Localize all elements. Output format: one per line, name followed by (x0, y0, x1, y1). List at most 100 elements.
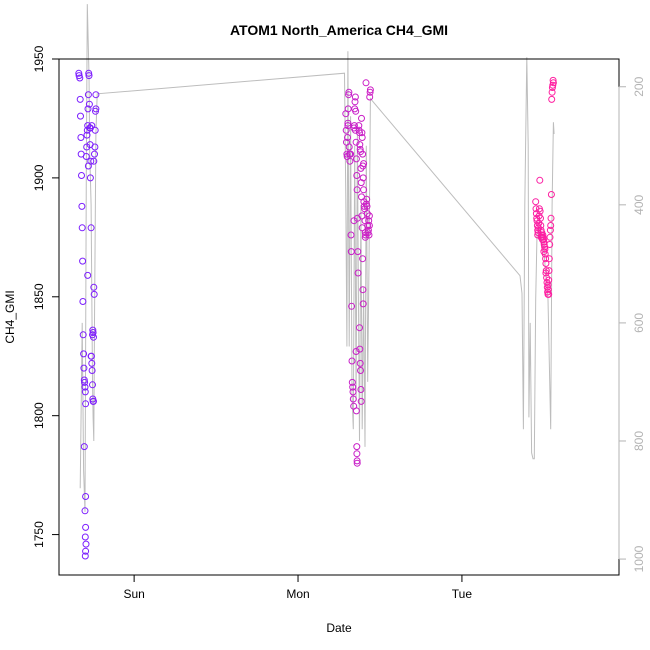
data-point (363, 195, 371, 203)
y-tick-label: 1900 (32, 164, 46, 191)
y2-tick-label: 600 (632, 313, 646, 333)
data-point (351, 126, 359, 134)
data-point (356, 359, 364, 367)
data-point (346, 157, 354, 165)
y2-tick-label: 400 (632, 194, 646, 214)
data-point (349, 383, 357, 391)
data-point (84, 271, 92, 279)
data-point (351, 93, 359, 101)
data-point (81, 378, 89, 386)
y2-tick-label: 800 (632, 431, 646, 451)
data-point (80, 350, 88, 358)
data-point (355, 122, 363, 130)
data-point (80, 443, 88, 451)
data-point (352, 407, 360, 415)
data-point (353, 459, 361, 467)
x-tick-label: Sun (123, 587, 144, 601)
data-point (359, 286, 367, 294)
data-point (345, 88, 353, 96)
data-point (85, 72, 93, 80)
data-point (81, 388, 89, 396)
data-point (549, 79, 557, 87)
data-point (82, 547, 90, 555)
data-point (544, 281, 552, 289)
data-point (539, 231, 547, 239)
data-point (360, 160, 368, 168)
data-point (87, 224, 95, 232)
y-tick-label: 1800 (32, 402, 46, 429)
data-point (359, 255, 367, 263)
data-point (546, 233, 554, 241)
data-point (360, 186, 368, 194)
y2-tick-label: 200 (632, 76, 646, 96)
data-point (537, 222, 545, 229)
data-point (357, 179, 365, 187)
data-point (82, 400, 90, 408)
data-point (356, 324, 363, 332)
data-point (547, 214, 555, 222)
data-point (348, 378, 356, 386)
data-point (345, 143, 353, 151)
data-point (84, 162, 92, 170)
data-point (540, 248, 548, 256)
data-point (77, 112, 84, 120)
data-point (358, 129, 366, 137)
data-point (345, 91, 353, 99)
data-point (546, 226, 554, 234)
data-point (353, 457, 361, 465)
chart-title: ATOM1 North_America CH4_GMI (230, 22, 448, 38)
data-point (361, 233, 369, 241)
data-point (536, 207, 544, 215)
data-point (357, 397, 365, 405)
data-point (358, 134, 366, 141)
data-point (352, 155, 360, 163)
data-point (82, 540, 90, 548)
data-point (89, 381, 96, 389)
data-point (77, 134, 85, 141)
data-point (357, 386, 365, 393)
data-point (87, 352, 95, 360)
data-point (79, 298, 87, 305)
data-point (86, 174, 94, 182)
data-point (542, 269, 550, 277)
y-axis-label: CH4_GMI (3, 290, 17, 343)
data-point (537, 214, 544, 222)
secondary-y-axis: 200 400 600 800 1000 (618, 76, 646, 572)
data-point (82, 523, 90, 531)
data-point (354, 248, 362, 256)
data-point (547, 222, 555, 229)
data-point (359, 150, 367, 158)
y-tick-label: 1750 (32, 521, 46, 548)
data-point (544, 286, 552, 294)
data-point (90, 157, 98, 165)
data-point (79, 331, 87, 339)
data-point (363, 202, 371, 210)
y-axis: 1750 1800 1850 1900 1950 (32, 45, 60, 548)
data-point (81, 383, 89, 391)
data-point (366, 88, 374, 96)
data-point (76, 74, 84, 82)
data-point (84, 91, 92, 99)
data-point (83, 131, 91, 139)
data-point (547, 191, 555, 198)
data-point (362, 79, 370, 87)
data-point (353, 443, 361, 451)
data-point (78, 172, 85, 179)
x-tick-label: Tue (452, 587, 473, 601)
data-point (85, 100, 93, 108)
data-point (86, 124, 94, 132)
data-point (542, 267, 550, 275)
data-point (76, 95, 84, 103)
data-point (352, 107, 360, 115)
data-point (88, 367, 96, 374)
data-point (80, 376, 88, 384)
data-point (548, 95, 556, 103)
data-point (363, 210, 371, 218)
data-point (88, 359, 96, 367)
data-point (81, 533, 89, 541)
data-point (358, 114, 365, 122)
data-point (349, 395, 357, 403)
data-point (81, 507, 89, 515)
pressure-line-layer (79, 4, 555, 512)
